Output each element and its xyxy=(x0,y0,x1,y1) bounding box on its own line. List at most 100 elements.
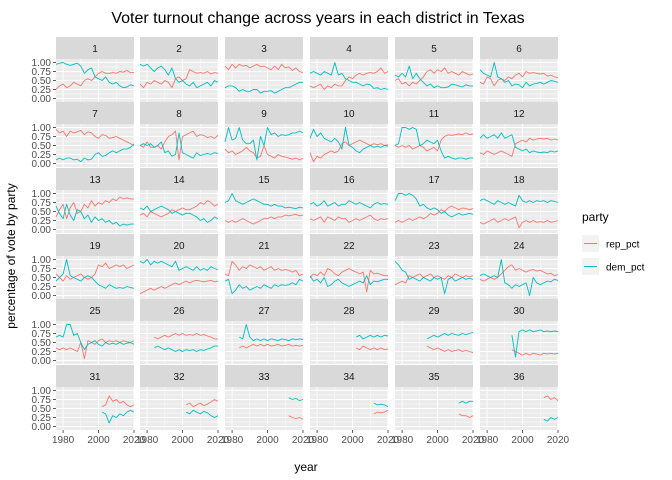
facet-strip xyxy=(395,365,473,387)
series-line-dem_pct xyxy=(101,409,135,424)
series-line-rep_pct xyxy=(139,200,219,218)
y-tick-label: 0.00 xyxy=(32,159,52,170)
facet-strip-label: 14 xyxy=(173,175,185,186)
facet-strip xyxy=(480,37,558,59)
y-tick-label: 0.50 xyxy=(32,141,52,152)
facet-panels: 10.000.250.500.751.002 3 4 5 670.000.250.500… xyxy=(32,37,570,446)
series-line-rep_pct xyxy=(309,268,388,293)
y-tick-label: 0.25 xyxy=(32,282,52,293)
facet-panel-13: 13 0.000.250.500.751.00 xyxy=(32,168,135,236)
facet-panel-10: 10 xyxy=(309,102,389,167)
facet-strip-label: 22 xyxy=(343,241,355,252)
facet-strip xyxy=(140,37,218,59)
series-line-dem_pct xyxy=(355,334,389,340)
series-line-rep_pct xyxy=(543,395,559,401)
facet-strip xyxy=(140,365,218,387)
facet-strip-label: 27 xyxy=(258,306,270,317)
y-tick-label: 0.00 xyxy=(32,94,52,105)
series-line-rep_pct xyxy=(309,67,389,90)
facet-strip-label: 30 xyxy=(513,306,525,317)
facet-panel-23: 23 xyxy=(394,234,474,299)
facet-strip xyxy=(310,299,388,321)
facet-panel-30: 30 xyxy=(480,299,559,364)
series-line-dem_pct xyxy=(479,132,559,154)
facet-panel-26: 26 xyxy=(140,299,219,364)
series-line-dem_pct xyxy=(224,127,304,161)
series-line-dem_pct xyxy=(139,205,219,223)
series-line-dem_pct xyxy=(479,62,559,89)
y-tick-label: 1.00 xyxy=(32,58,52,69)
series-line-rep_pct xyxy=(479,71,559,87)
facet-strip-label: 36 xyxy=(513,372,525,383)
facet-strip-label: 25 xyxy=(89,306,101,317)
facet-panel-31: 31 0.000.250.500.751.00 1980 2000 2020 xyxy=(32,365,146,446)
x-tick-label: 2000 xyxy=(426,435,449,446)
facet-strip-label: 3 xyxy=(261,44,267,55)
series-line-rep_pct xyxy=(224,260,304,277)
facet-strip xyxy=(56,37,134,59)
series-line-dem_pct xyxy=(394,260,474,295)
y-tick-label: 0.25 xyxy=(32,150,52,161)
y-tick-label: 0.00 xyxy=(32,356,52,367)
facet-panel-35: 35 1980 2000 2020 xyxy=(391,365,485,446)
series-line-dem_pct xyxy=(309,200,389,209)
facet-strip-label: 11 xyxy=(429,109,440,120)
series-line-dem_pct xyxy=(224,278,304,295)
facet-strip-label: 12 xyxy=(513,109,525,120)
y-tick-label: 0.00 xyxy=(32,291,52,302)
facet-strip xyxy=(225,37,303,59)
series-line-dem_pct xyxy=(309,275,388,287)
facet-panel-12: 12 xyxy=(479,102,559,167)
facet-panel-3: 3 xyxy=(224,37,304,102)
facet-strip-label: 10 xyxy=(343,109,355,120)
facet-strip xyxy=(395,299,473,321)
x-tick-label: 2020 xyxy=(292,435,315,446)
facet-strip xyxy=(395,37,473,59)
x-tick-label: 2020 xyxy=(123,435,146,446)
series-line-rep_pct xyxy=(373,409,389,415)
series-line-dem_pct xyxy=(309,127,389,154)
y-tick-label: 1.00 xyxy=(32,320,52,331)
chart-title: Voter turnout change across years in eac… xyxy=(111,10,524,27)
legend-title: party xyxy=(582,210,609,224)
facet-strip xyxy=(310,102,388,124)
y-tick-label: 0.75 xyxy=(32,329,52,340)
facet-strip xyxy=(140,102,218,124)
series-line-dem_pct xyxy=(55,324,135,351)
facet-strip-label: 6 xyxy=(516,44,522,55)
series-line-rep_pct xyxy=(55,262,135,282)
facet-strip xyxy=(310,234,388,256)
series-line-dem_pct xyxy=(139,259,219,271)
series-line-dem_pct xyxy=(394,65,473,89)
facet-strip xyxy=(225,299,303,321)
y-tick-label: 1.00 xyxy=(32,123,52,134)
series-line-rep_pct xyxy=(511,349,559,356)
facet-panel-9: 9 xyxy=(224,102,304,167)
y-tick-label: 0.00 xyxy=(32,225,52,236)
series-line-rep_pct xyxy=(238,343,304,349)
facet-strip xyxy=(225,365,303,387)
series-line-dem_pct xyxy=(185,409,219,418)
series-line-dem_pct xyxy=(373,402,389,408)
facet-strip-label: 19 xyxy=(89,241,101,252)
facet-panel-22: 22 xyxy=(309,234,389,299)
y-tick-label: 0.50 xyxy=(32,404,52,415)
facet-strip-label: 29 xyxy=(428,306,440,317)
facet-strip xyxy=(310,37,388,59)
facet-strip-label: 31 xyxy=(89,372,101,383)
facet-strip-label: 20 xyxy=(173,241,185,252)
series-line-rep_pct xyxy=(139,69,219,89)
x-tick-label: 1980 xyxy=(391,435,414,446)
facet-panel-21: 21 xyxy=(224,234,304,299)
facet-panel-25: 25 0.000.250.500.751.00 xyxy=(32,299,135,367)
x-tick-label: 2000 xyxy=(87,435,110,446)
x-tick-label: 1980 xyxy=(221,435,244,446)
y-tick-label: 0.75 xyxy=(32,132,52,143)
series-line-dem_pct xyxy=(153,345,218,352)
y-tick-label: 1.00 xyxy=(32,189,52,200)
facet-panel-28: 28 xyxy=(310,299,389,364)
x-tick-label: 2020 xyxy=(462,435,485,446)
facet-panel-33: 33 1980 2000 2020 xyxy=(221,365,315,446)
y-tick-label: 0.75 xyxy=(32,395,52,406)
